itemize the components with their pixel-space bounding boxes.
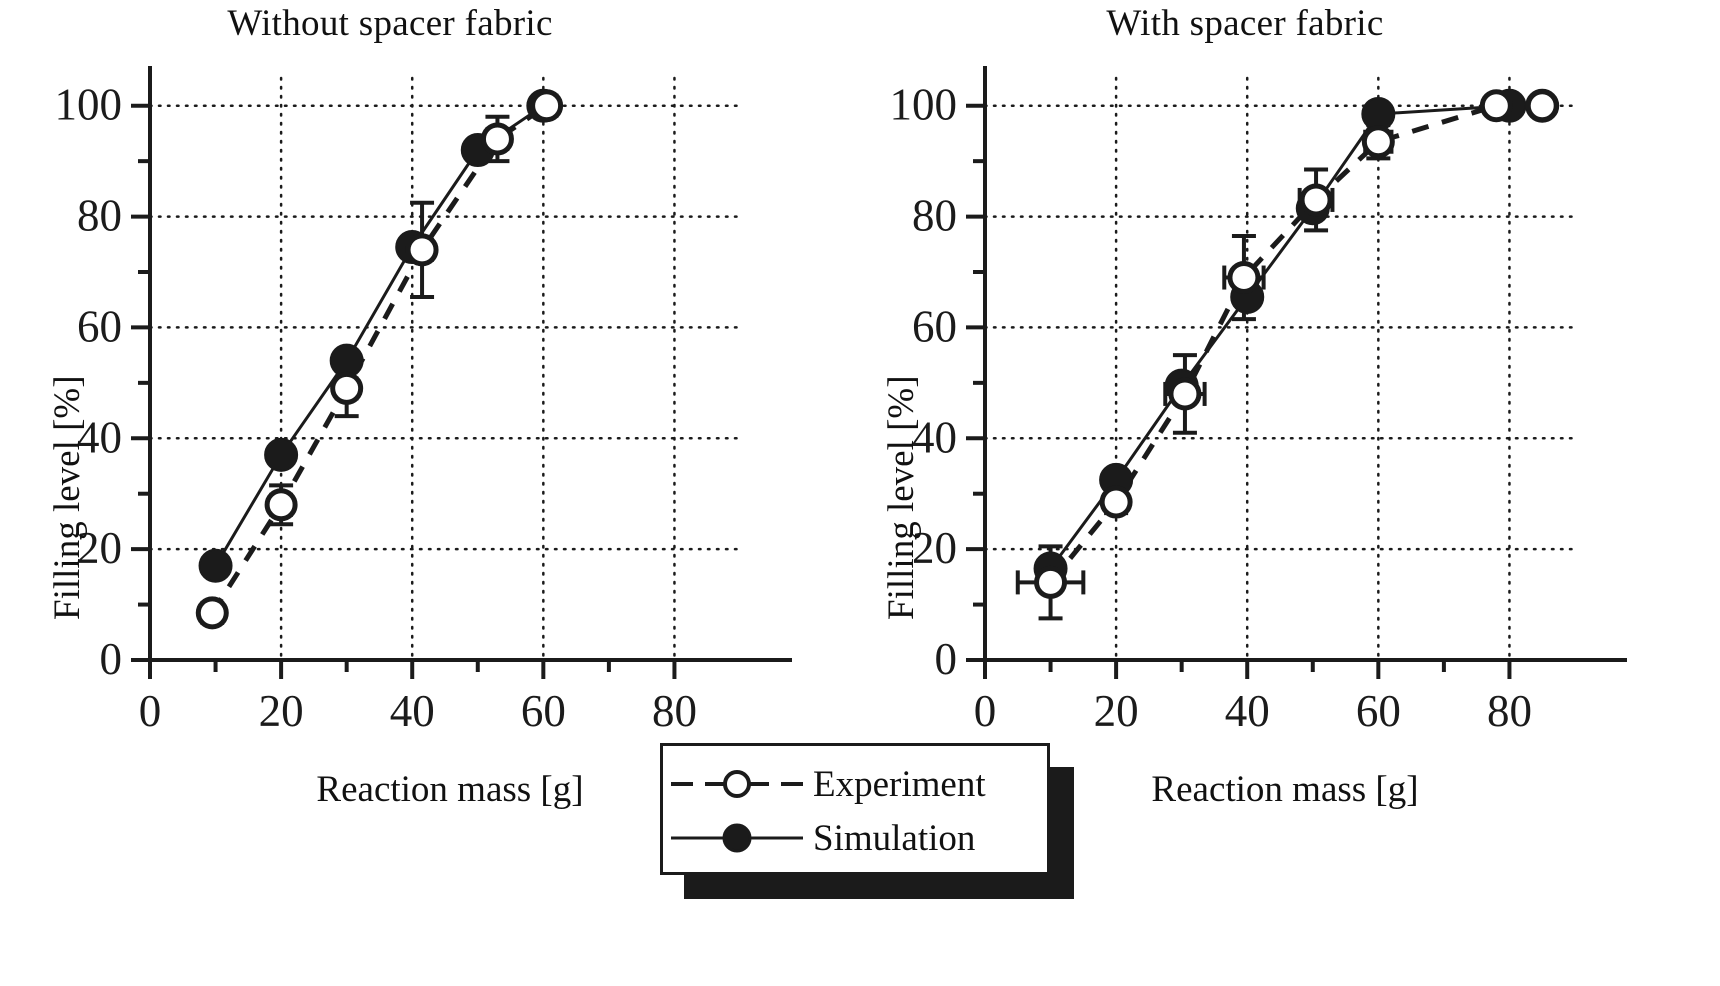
- legend-item-simulation: Simulation: [663, 812, 1047, 864]
- data-point-simulation: [329, 343, 364, 378]
- x-tick-label: 40: [390, 686, 435, 736]
- tick-labels: 0 20 40 60 80 100 0 20 40 60 80: [55, 80, 697, 736]
- data-point-experiment: [1034, 565, 1068, 599]
- series-line-experiment: [210, 103, 549, 615]
- y-axis-title-left: Filling level [%]: [47, 375, 88, 620]
- x-tick-label: 20: [259, 686, 304, 736]
- legend-label-experiment: Experiment: [813, 763, 986, 805]
- chart-panel-with-spacer: With spacer fabric 0 20 40 60 80 100 0 20 40 60 80…: [830, 0, 1720, 986]
- y-tick-label: 100: [890, 80, 958, 130]
- panel-title-right: With spacer fabric: [1106, 3, 1384, 44]
- data-point-experiment: [330, 371, 364, 405]
- data-point-experiment: [264, 488, 298, 522]
- data-point-experiment: [1525, 89, 1559, 123]
- plot-area-left: 0 20 40 60 80 100 0 20 40 60 80: [55, 66, 792, 736]
- x-tick-label: 0: [974, 686, 997, 736]
- y-tick-label: 0: [935, 634, 958, 684]
- x-tick-label: 0: [139, 686, 162, 736]
- legend: Experiment Simulation: [660, 743, 1050, 875]
- data-point-experiment: [530, 89, 564, 123]
- legend-marker-simulation-icon: [663, 812, 813, 864]
- data-point-simulation: [1361, 97, 1396, 132]
- x-tick-label: 40: [1225, 686, 1270, 736]
- y-tick-label: 40: [912, 412, 957, 462]
- x-tick-label: 80: [1487, 686, 1532, 736]
- gridlines: [983, 76, 1577, 662]
- data-point-experiment: [1168, 377, 1202, 411]
- axes: [131, 66, 792, 679]
- legend-marker-experiment-icon: [663, 758, 813, 810]
- data-point-experiment: [1299, 183, 1333, 217]
- chart-panel-without-spacer: Without spacer fabric 0 20 40 60 80 100 0 20 40 6…: [47, 3, 792, 810]
- data-series: [195, 88, 564, 630]
- legend-label-simulation: Simulation: [813, 817, 976, 859]
- plot-area-right: 0 20 40 60 80 100 0 20 40 60 80: [890, 66, 1627, 736]
- gridlines: [148, 76, 742, 662]
- y-tick-label: 80: [77, 191, 122, 241]
- y-tick-label: 100: [55, 80, 123, 130]
- x-tick-label: 60: [1356, 686, 1401, 736]
- y-tick-label: 0: [100, 634, 123, 684]
- y-tick-label: 40: [77, 412, 122, 462]
- data-point-experiment: [1099, 485, 1133, 519]
- data-point-experiment: [480, 122, 514, 156]
- y-axis-title-right: Filling level [%]: [881, 375, 922, 620]
- x-axis-title-right: Reaction mass [g]: [1151, 769, 1419, 810]
- series-line-simulation: [214, 104, 545, 567]
- data-series: [1015, 88, 1560, 621]
- y-tick-label: 60: [912, 301, 957, 351]
- x-axis-title-left: Reaction mass [g]: [316, 769, 584, 810]
- axes: [966, 66, 1627, 679]
- y-tick-label: 20: [77, 523, 122, 573]
- x-tick-label: 80: [652, 686, 697, 736]
- data-point-experiment: [1227, 261, 1261, 295]
- data-point-experiment: [195, 596, 229, 630]
- panel-title-left: Without spacer fabric: [227, 3, 553, 44]
- x-tick-label: 20: [1094, 686, 1139, 736]
- data-point-experiment: [1479, 89, 1513, 123]
- y-tick-label: 80: [912, 191, 957, 241]
- y-tick-label: 60: [77, 301, 122, 351]
- y-tick-label: 20: [912, 523, 957, 573]
- data-point-simulation: [264, 437, 299, 472]
- data-point-experiment: [1361, 125, 1395, 159]
- data-point-simulation: [198, 548, 233, 583]
- legend-item-experiment: Experiment: [663, 758, 1047, 810]
- data-point-experiment: [405, 233, 439, 267]
- tick-labels: 0 20 40 60 80 100 0 20 40 60 80: [890, 80, 1532, 736]
- x-tick-label: 60: [521, 686, 566, 736]
